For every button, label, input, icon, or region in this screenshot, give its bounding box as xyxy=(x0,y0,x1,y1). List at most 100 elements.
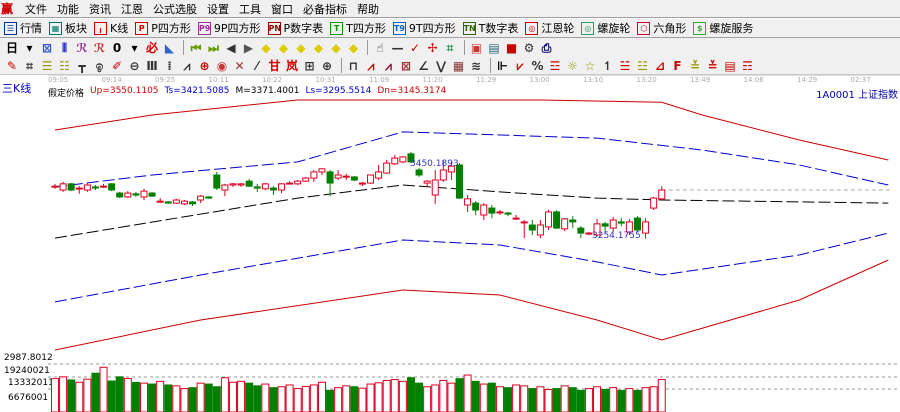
fib2-icon[interactable]: ☷ xyxy=(59,58,70,73)
zero-icon[interactable]: 0 xyxy=(112,40,122,55)
eye-icon[interactable]: ◉ xyxy=(216,58,228,73)
indicator-label[interactable]: 三K线 xyxy=(2,82,32,95)
toolbar-button-5[interactable]: PN P数字表 xyxy=(267,20,323,36)
menu-item-8[interactable]: 必备指标 xyxy=(303,2,347,16)
gann-fan-icon[interactable]: ⩘ xyxy=(367,58,375,73)
level5-icon[interactable]: F xyxy=(673,58,682,73)
dots-icon[interactable]: ⁞ xyxy=(167,58,172,73)
bars-icon[interactable]: ⫴ xyxy=(61,40,68,55)
toolbar-button-0[interactable]: ☰ 行情 xyxy=(4,20,42,36)
toolbar-button-4[interactable]: P9 9P四方形 xyxy=(197,20,261,36)
time-label: 09:25 xyxy=(155,76,176,84)
zoom-in-icon[interactable]: ◆ xyxy=(261,40,271,55)
settings-icon[interactable]: ⚙ xyxy=(523,40,535,55)
pattern-icon[interactable]: ⊞ xyxy=(304,58,315,73)
hand-icon[interactable]: ☝ xyxy=(376,40,384,55)
first-icon[interactable]: ⏮ xyxy=(190,40,202,55)
percent-icon[interactable]: % xyxy=(531,58,544,73)
menu-item-7[interactable]: 窗口 xyxy=(271,2,293,16)
move-left-icon[interactable]: ◆ xyxy=(331,40,341,55)
flag-icon[interactable]: ◣ xyxy=(164,40,175,55)
menu-item-9[interactable]: 帮助 xyxy=(357,2,379,16)
menu-item-3[interactable]: 江恩 xyxy=(121,2,143,16)
toolbar-button-2[interactable]: ╻ K线 xyxy=(94,20,128,36)
toolbar-button-9[interactable]: ◎ 江恩轮 xyxy=(525,20,574,36)
vlines-icon[interactable]: Ⅲ xyxy=(146,58,158,73)
print-icon[interactable]: ⎙ xyxy=(541,40,552,55)
sun-icon[interactable]: ☼ xyxy=(567,58,578,73)
wave-icon[interactable]: ℛ xyxy=(76,40,88,55)
toolbar-button-6[interactable]: T T四方形 xyxy=(330,20,386,36)
gann-box-icon[interactable]: ⊠ xyxy=(400,58,412,73)
grid-icon[interactable]: ⌗ xyxy=(446,40,454,55)
toolbar-button-7[interactable]: T9 9T四方形 xyxy=(392,20,456,36)
menu-item-6[interactable]: 工具 xyxy=(239,2,261,16)
candlestick-chart[interactable]: 3450.1893 3254.1755 2987.8012 19240021 13332… xyxy=(0,98,900,412)
menu-item-2[interactable]: 资讯 xyxy=(89,2,111,16)
vee-icon[interactable]: ⋁ xyxy=(435,58,447,73)
diag-icon[interactable]: ⁄ xyxy=(255,58,258,73)
dropdown-arrow-icon[interactable]: ▾ xyxy=(131,40,138,55)
hash-icon[interactable]: ⌗ xyxy=(26,58,33,73)
level2-icon[interactable]: ☱ xyxy=(619,58,631,73)
star-line-icon[interactable]: ☆ xyxy=(584,58,596,73)
bisect-icon[interactable]: 必 xyxy=(145,40,158,55)
menu-item-0[interactable]: 文件 xyxy=(25,2,47,16)
hline-icon[interactable]: — xyxy=(391,40,404,55)
box-icon[interactable]: 甘 xyxy=(268,58,281,73)
pencil-icon[interactable]: ✐ xyxy=(111,58,123,73)
fan-icon[interactable]: ⩘ xyxy=(183,58,191,73)
candle-body xyxy=(164,201,172,204)
level4-icon[interactable]: ⊿ xyxy=(654,58,666,73)
level8-icon[interactable]: ▤ xyxy=(724,58,736,73)
channel-icon[interactable]: ⊓ xyxy=(348,58,359,73)
toolbar-button-10[interactable]: ◎ 螺旋轮 xyxy=(581,20,630,36)
level-icon[interactable]: ☲ xyxy=(549,58,561,73)
level7-icon[interactable]: ≚ xyxy=(707,58,718,73)
angle-icon[interactable]: ∠ xyxy=(418,58,429,73)
zoom-out-icon[interactable]: ◆ xyxy=(278,40,289,55)
prev-icon[interactable]: ◀ xyxy=(226,40,236,55)
pattern2-icon[interactable]: ⊕ xyxy=(321,58,333,73)
wave-line-icon[interactable]: ≋ xyxy=(470,58,482,73)
toolbar-button-8[interactable]: TN T数字表 xyxy=(462,20,518,36)
calendar-icon[interactable]: ▣ xyxy=(470,40,483,55)
last-icon[interactable]: ⏭ xyxy=(208,40,219,55)
check-icon[interactable]: ✓ xyxy=(409,40,421,55)
toolbar-button-12[interactable]: $ 螺旋服务 xyxy=(693,20,753,36)
level9-icon[interactable]: ☶ xyxy=(742,58,753,73)
table-icon[interactable]: ▦ xyxy=(452,58,465,73)
move-right-icon[interactable]: ◆ xyxy=(348,40,359,55)
pen-icon[interactable]: ✎ xyxy=(6,58,18,73)
shrink-icon[interactable]: ◆ xyxy=(313,40,324,55)
spiral-icon[interactable]: ඉ xyxy=(95,58,104,73)
toolbar-button-1[interactable]: ▦ 板块 xyxy=(49,20,87,36)
gann-fan2-icon[interactable]: ⩘ xyxy=(385,58,392,73)
box2-icon[interactable]: 岚 xyxy=(285,58,298,73)
cycle-icon[interactable]: ⊕ xyxy=(199,58,210,73)
next-icon[interactable]: ▶ xyxy=(243,40,254,55)
menu-item-4[interactable]: 公式选股 xyxy=(153,2,197,16)
gate-icon[interactable]: ┳ xyxy=(78,58,86,73)
indicator-icon[interactable]: ⊠ xyxy=(41,40,53,55)
level6-icon[interactable]: ≚ xyxy=(689,58,701,73)
pin-icon[interactable]: ↿ xyxy=(602,58,613,73)
menu-item-5[interactable]: 设置 xyxy=(207,2,229,16)
x-icon[interactable]: ✕ xyxy=(234,58,245,73)
chart-axis-icon[interactable]: ⊩ xyxy=(497,58,508,73)
candle-body xyxy=(172,199,180,204)
wave-red-icon[interactable]: ℛ xyxy=(93,40,106,55)
gann-line-icon[interactable]: ⩗ xyxy=(516,58,524,73)
toolbar-button-11[interactable]: ⬡ 六角形 xyxy=(637,20,686,36)
menu-item-1[interactable]: 功能 xyxy=(57,2,79,16)
calculator-icon[interactable]: ▤ xyxy=(488,40,500,55)
cross-icon[interactable]: ✢ xyxy=(427,40,438,55)
window-layout-icon[interactable]: 日 xyxy=(5,40,18,55)
circle-icon[interactable]: ⊖ xyxy=(129,58,140,73)
toolbar-button-3[interactable]: P P四方形 xyxy=(135,20,191,36)
fib-icon[interactable]: ☰ xyxy=(41,58,53,73)
save-icon[interactable]: ■ xyxy=(505,40,518,55)
dropdown-arrow-icon[interactable]: ▾ xyxy=(26,40,33,55)
level3-icon[interactable]: ☳ xyxy=(637,58,648,73)
expand-icon[interactable]: ◆ xyxy=(296,40,306,55)
